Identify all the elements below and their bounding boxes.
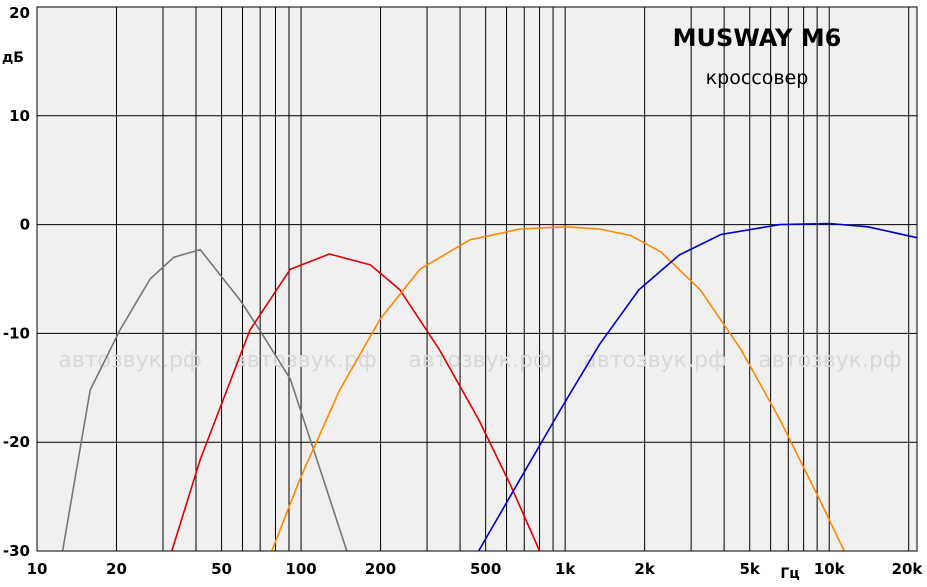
y-axis-label: дБ <box>2 50 24 66</box>
x-tick-label: 5k <box>740 560 761 578</box>
plot-frame <box>36 6 918 552</box>
chart-title: MUSWAY M6 <box>673 24 842 52</box>
watermark: автозвук.рф <box>233 348 376 373</box>
y-tick-label: -20 <box>3 433 30 451</box>
x-tick-label: 1k <box>555 560 576 578</box>
y-tick-label: -30 <box>3 542 30 560</box>
y-tick-label: 10 <box>9 107 30 125</box>
watermark: автозвук.рф <box>583 348 726 373</box>
x-tick-label: 50 <box>211 560 232 578</box>
lines <box>61 222 918 552</box>
x-tick-label: 10 <box>27 560 48 578</box>
y-tick-label: -10 <box>3 324 30 342</box>
x-axis-label: Гц <box>780 566 799 582</box>
y-tick-label: 20 <box>9 4 30 22</box>
watermark: автозвук.рф <box>758 348 901 373</box>
watermark: автозвук.рф <box>408 348 551 373</box>
y-tick-label: 0 <box>20 216 30 234</box>
watermarks: автозвук.рф автозвук.рф автозвук.рф автозву… <box>58 348 901 373</box>
x-tick-label: 500 <box>470 560 501 578</box>
watermark: автозвук.рф <box>58 348 201 373</box>
series-line <box>271 226 845 552</box>
x-tick-label: 20 <box>106 560 127 578</box>
series-line <box>477 222 918 552</box>
x-tick-label: 100 <box>285 560 316 578</box>
x-tick-label: 200 <box>365 560 396 578</box>
x-tick-label: 20k <box>892 560 924 578</box>
series-line <box>61 248 348 552</box>
x-tick-label: 10k <box>814 560 846 578</box>
chart-subtitle: кроссовер <box>706 67 809 89</box>
series-line <box>171 253 541 552</box>
x-tick-label: 2k <box>634 560 655 578</box>
grid <box>36 6 917 552</box>
